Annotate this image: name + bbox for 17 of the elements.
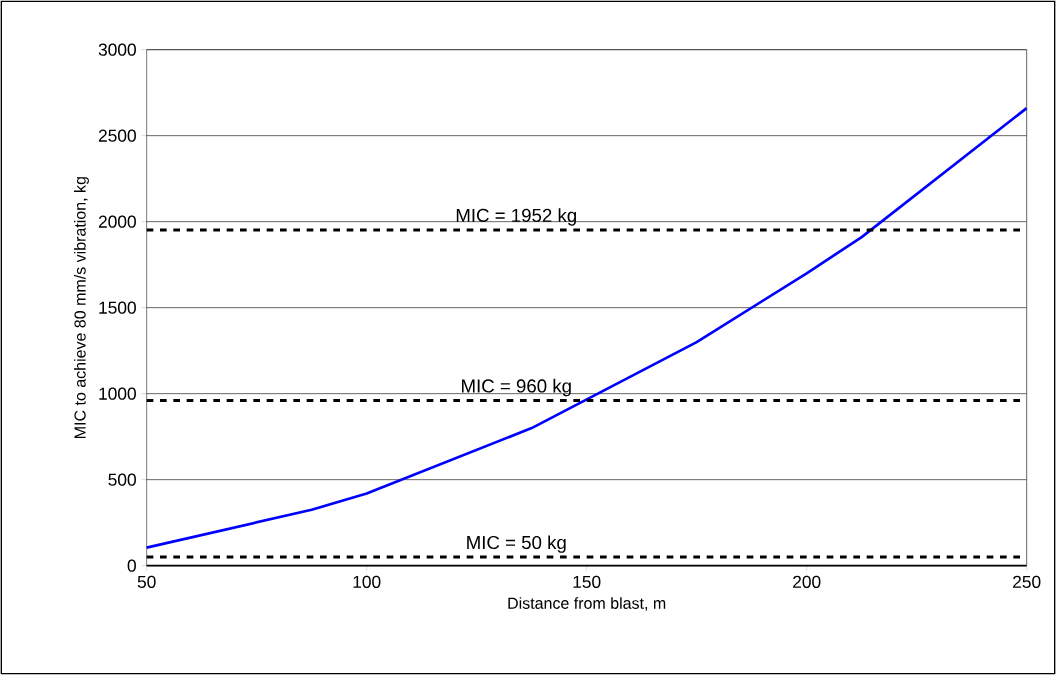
- ref-line-label: MIC = 960 kg: [462, 378, 571, 397]
- y-tick-label: 1000: [99, 387, 136, 400]
- x-tick-label: 100: [353, 575, 381, 588]
- ref-line-label: MIC = 50 kg: [467, 535, 566, 553]
- y-tick-label: 2000: [98, 215, 136, 228]
- x-tick-label: 50: [137, 575, 156, 588]
- x-tick-label: 250: [1013, 575, 1041, 588]
- y-tick-label: 500: [108, 473, 136, 486]
- x-tick-label: 150: [573, 575, 601, 588]
- y-tick-label: 1500: [99, 301, 136, 314]
- y-axis-title: MIC to achieve 80 mm/s vibration, kg: [74, 177, 89, 438]
- y-tick-label: 3000: [98, 43, 136, 56]
- ref-line-label: MIC = 1952 kg: [456, 208, 576, 226]
- x-tick-label: 200: [793, 575, 821, 588]
- x-axis-title: Distance from blast, m: [508, 597, 666, 611]
- y-tick-label: 2500: [98, 129, 136, 142]
- y-tick-label: 0: [127, 559, 136, 572]
